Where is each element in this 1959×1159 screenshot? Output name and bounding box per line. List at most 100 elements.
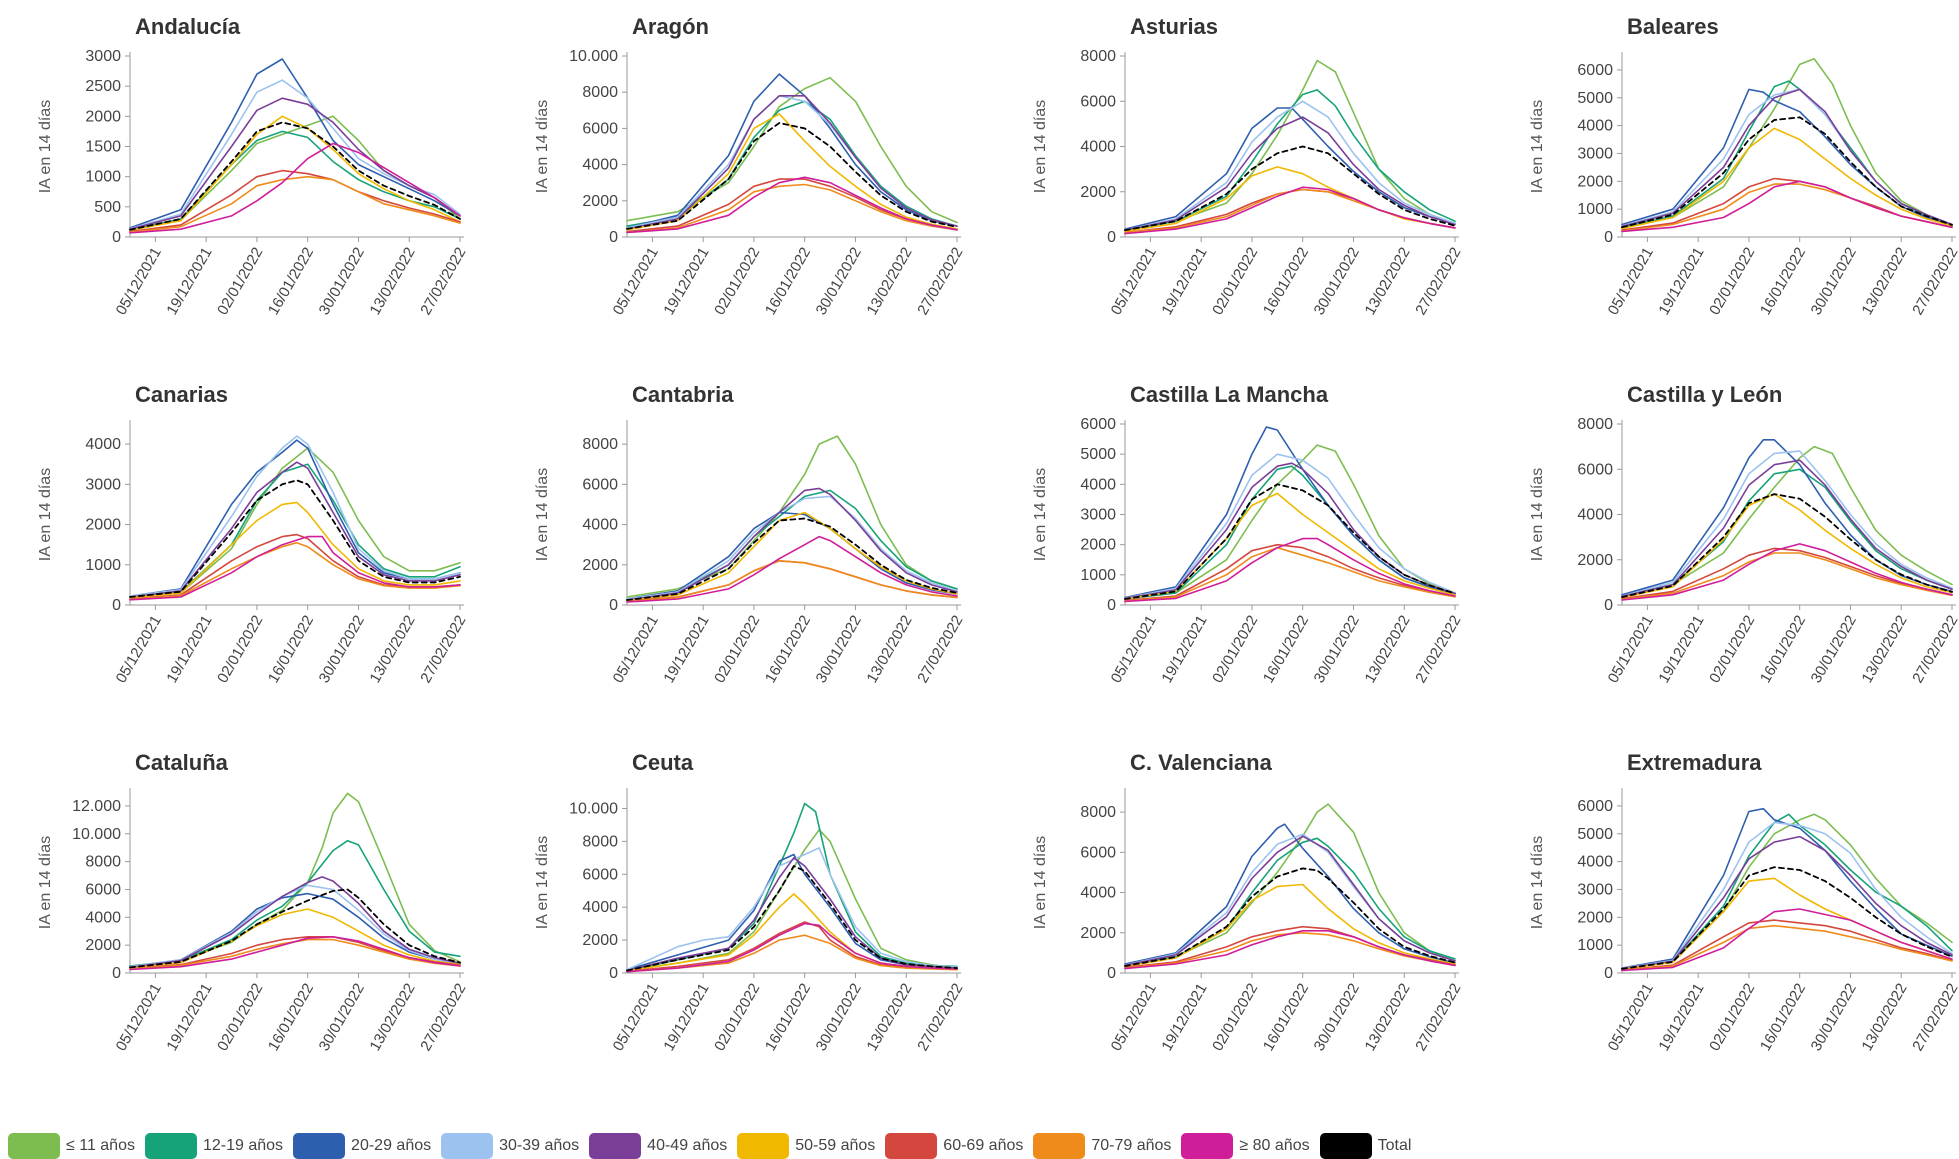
- chart-cantabria: Cantabria IA en 14 días 0 2000 4000 6000 8000 0…: [534, 382, 966, 686]
- y-tick-label: 1000: [1577, 201, 1613, 218]
- series-line-a30-39: [1621, 88, 1953, 227]
- x-tick-label: 16/01/2022: [1260, 245, 1312, 319]
- x-tick-label: 27/02/2022: [1909, 613, 1959, 687]
- series-line-le11: [626, 829, 958, 972]
- y-tick-label: 3000: [1577, 145, 1613, 162]
- series-line-total: [1621, 866, 1953, 970]
- x-tick-label: 30/01/2022: [1808, 613, 1860, 687]
- x-tick-label: 16/01/2022: [1260, 613, 1312, 687]
- series-line-a50-59: [1124, 883, 1456, 968]
- y-tick-label: 4000: [1080, 476, 1116, 493]
- y-axis-label: IA en 14 días: [37, 100, 54, 193]
- y-tick-label: 0: [1107, 965, 1116, 982]
- y-tick-label: 4000: [85, 909, 121, 926]
- x-tick-label: 13/02/2022: [366, 245, 418, 319]
- y-axis-label: IA en 14 días: [1529, 100, 1546, 193]
- x-tick-label: 05/12/2021: [1108, 981, 1160, 1055]
- x-tick-label: 19/12/2021: [1655, 613, 1707, 687]
- series-line-a40-49: [626, 95, 958, 230]
- series-line-total: [129, 121, 461, 231]
- x-tick-label: 19/12/2021: [1158, 981, 1210, 1055]
- y-tick-label: 1000: [1577, 937, 1613, 954]
- y-tick-label: 4000: [1577, 507, 1613, 524]
- x-tick-label: 27/02/2022: [1412, 245, 1464, 319]
- series-line-le11: [626, 76, 958, 224]
- series-line-a40-49: [626, 487, 958, 601]
- series-line-le11: [129, 447, 461, 598]
- x-tick-label: 13/02/2022: [863, 613, 915, 687]
- y-tick-label: 3000: [1577, 881, 1613, 898]
- x-tick-label: 13/02/2022: [1858, 613, 1910, 687]
- x-tick-label: 02/01/2022: [214, 613, 266, 687]
- series-line-ge80: [1124, 930, 1456, 970]
- series-line-a60-69: [1621, 919, 1953, 971]
- y-tick-label: 2000: [1577, 173, 1613, 190]
- x-tick-label: 19/12/2021: [1158, 613, 1210, 687]
- y-axis-label: IA en 14 días: [37, 836, 54, 929]
- series-line-a50-59: [626, 113, 958, 231]
- x-tick-label: 30/01/2022: [813, 981, 865, 1055]
- x-tick-label: 30/01/2022: [1808, 245, 1860, 319]
- y-tick-label: 6000: [1080, 93, 1116, 110]
- series-line-a70-79: [1124, 546, 1456, 602]
- series-line-le11: [129, 792, 461, 967]
- legend-swatch-40-49: [589, 1133, 642, 1159]
- series-line-a40-49: [129, 461, 461, 598]
- x-tick-label: 16/01/2022: [1757, 245, 1809, 319]
- legend-label-20-29: 20-29 años: [351, 1137, 432, 1154]
- x-tick-label: 27/02/2022: [1909, 245, 1959, 319]
- y-tick-label: 0: [609, 597, 618, 614]
- series-line-a30-39: [1124, 100, 1456, 231]
- y-tick-label: 10.000: [569, 48, 618, 65]
- y-axis-label: IA en 14 días: [1032, 100, 1049, 193]
- series-line-a12-19: [1124, 89, 1456, 231]
- legend-swatch-30-39: [441, 1133, 494, 1159]
- y-tick-label: 4000: [582, 899, 618, 916]
- y-axis-label: IA en 14 días: [534, 100, 551, 193]
- x-tick-label: 16/01/2022: [265, 613, 317, 687]
- legend-item-le11: ≤ 11 años: [8, 1133, 135, 1159]
- x-tick-label: 16/01/2022: [1757, 613, 1809, 687]
- legend-label-12-19: 12-19 años: [202, 1137, 284, 1154]
- y-axis-label: IA en 14 días: [534, 468, 551, 561]
- y-tick-label: 8000: [1080, 48, 1116, 65]
- x-tick-label: 19/12/2021: [163, 613, 215, 687]
- y-tick-label: 6000: [582, 120, 618, 137]
- y-axis-label: IA en 14 días: [1032, 468, 1049, 561]
- legend-label-70-79: 70-79 años: [1091, 1137, 1172, 1154]
- chart-castilla-la-mancha: Castilla La Mancha IA en 14 días 0 1000 2000…: [1032, 382, 1464, 686]
- series-line-a40-49: [626, 857, 958, 972]
- y-tick-label: 0: [1107, 597, 1116, 614]
- y-tick-label: 4000: [582, 517, 618, 534]
- series-line-a30-39: [1124, 453, 1456, 599]
- series-line-a50-59: [129, 501, 461, 599]
- series-line-a40-49: [1621, 459, 1953, 598]
- y-tick-label: 500: [94, 199, 121, 216]
- y-tick-label: 2000: [1080, 537, 1116, 554]
- chart-ceuta: Ceuta IA en 14 días 0 2000 4000 6000 8000 10.00…: [534, 750, 966, 1054]
- chart-title: Asturias: [1130, 14, 1218, 39]
- series-line-a50-59: [129, 908, 461, 969]
- series-line-total: [1124, 145, 1456, 232]
- series-line-a12-19: [1621, 813, 1953, 970]
- x-tick-label: 02/01/2022: [214, 981, 266, 1055]
- series-line-le11: [1124, 803, 1456, 966]
- series-line-a12-19: [129, 839, 461, 967]
- x-tick-label: 27/02/2022: [914, 245, 966, 319]
- legend-item-30-39: 30-39 años: [441, 1133, 579, 1159]
- x-tick-label: 02/01/2022: [1209, 245, 1261, 319]
- series-line-a70-79: [626, 183, 958, 234]
- legend-swatch-total: [1319, 1133, 1372, 1159]
- x-tick-label: 30/01/2022: [1311, 245, 1363, 319]
- series-line-a40-49: [129, 97, 461, 230]
- y-tick-label: 0: [1604, 965, 1613, 982]
- x-tick-label: 05/12/2021: [1605, 613, 1657, 687]
- series-line-a70-79: [129, 938, 461, 970]
- legend-label-total: Total: [1377, 1137, 1412, 1154]
- series-line-ge80: [129, 142, 461, 234]
- series-line-ge80: [1621, 908, 1953, 972]
- y-tick-label: 2000: [582, 193, 618, 210]
- x-tick-label: 30/01/2022: [316, 613, 368, 687]
- y-tick-label: 0: [609, 965, 618, 982]
- series-line-ge80: [129, 535, 461, 601]
